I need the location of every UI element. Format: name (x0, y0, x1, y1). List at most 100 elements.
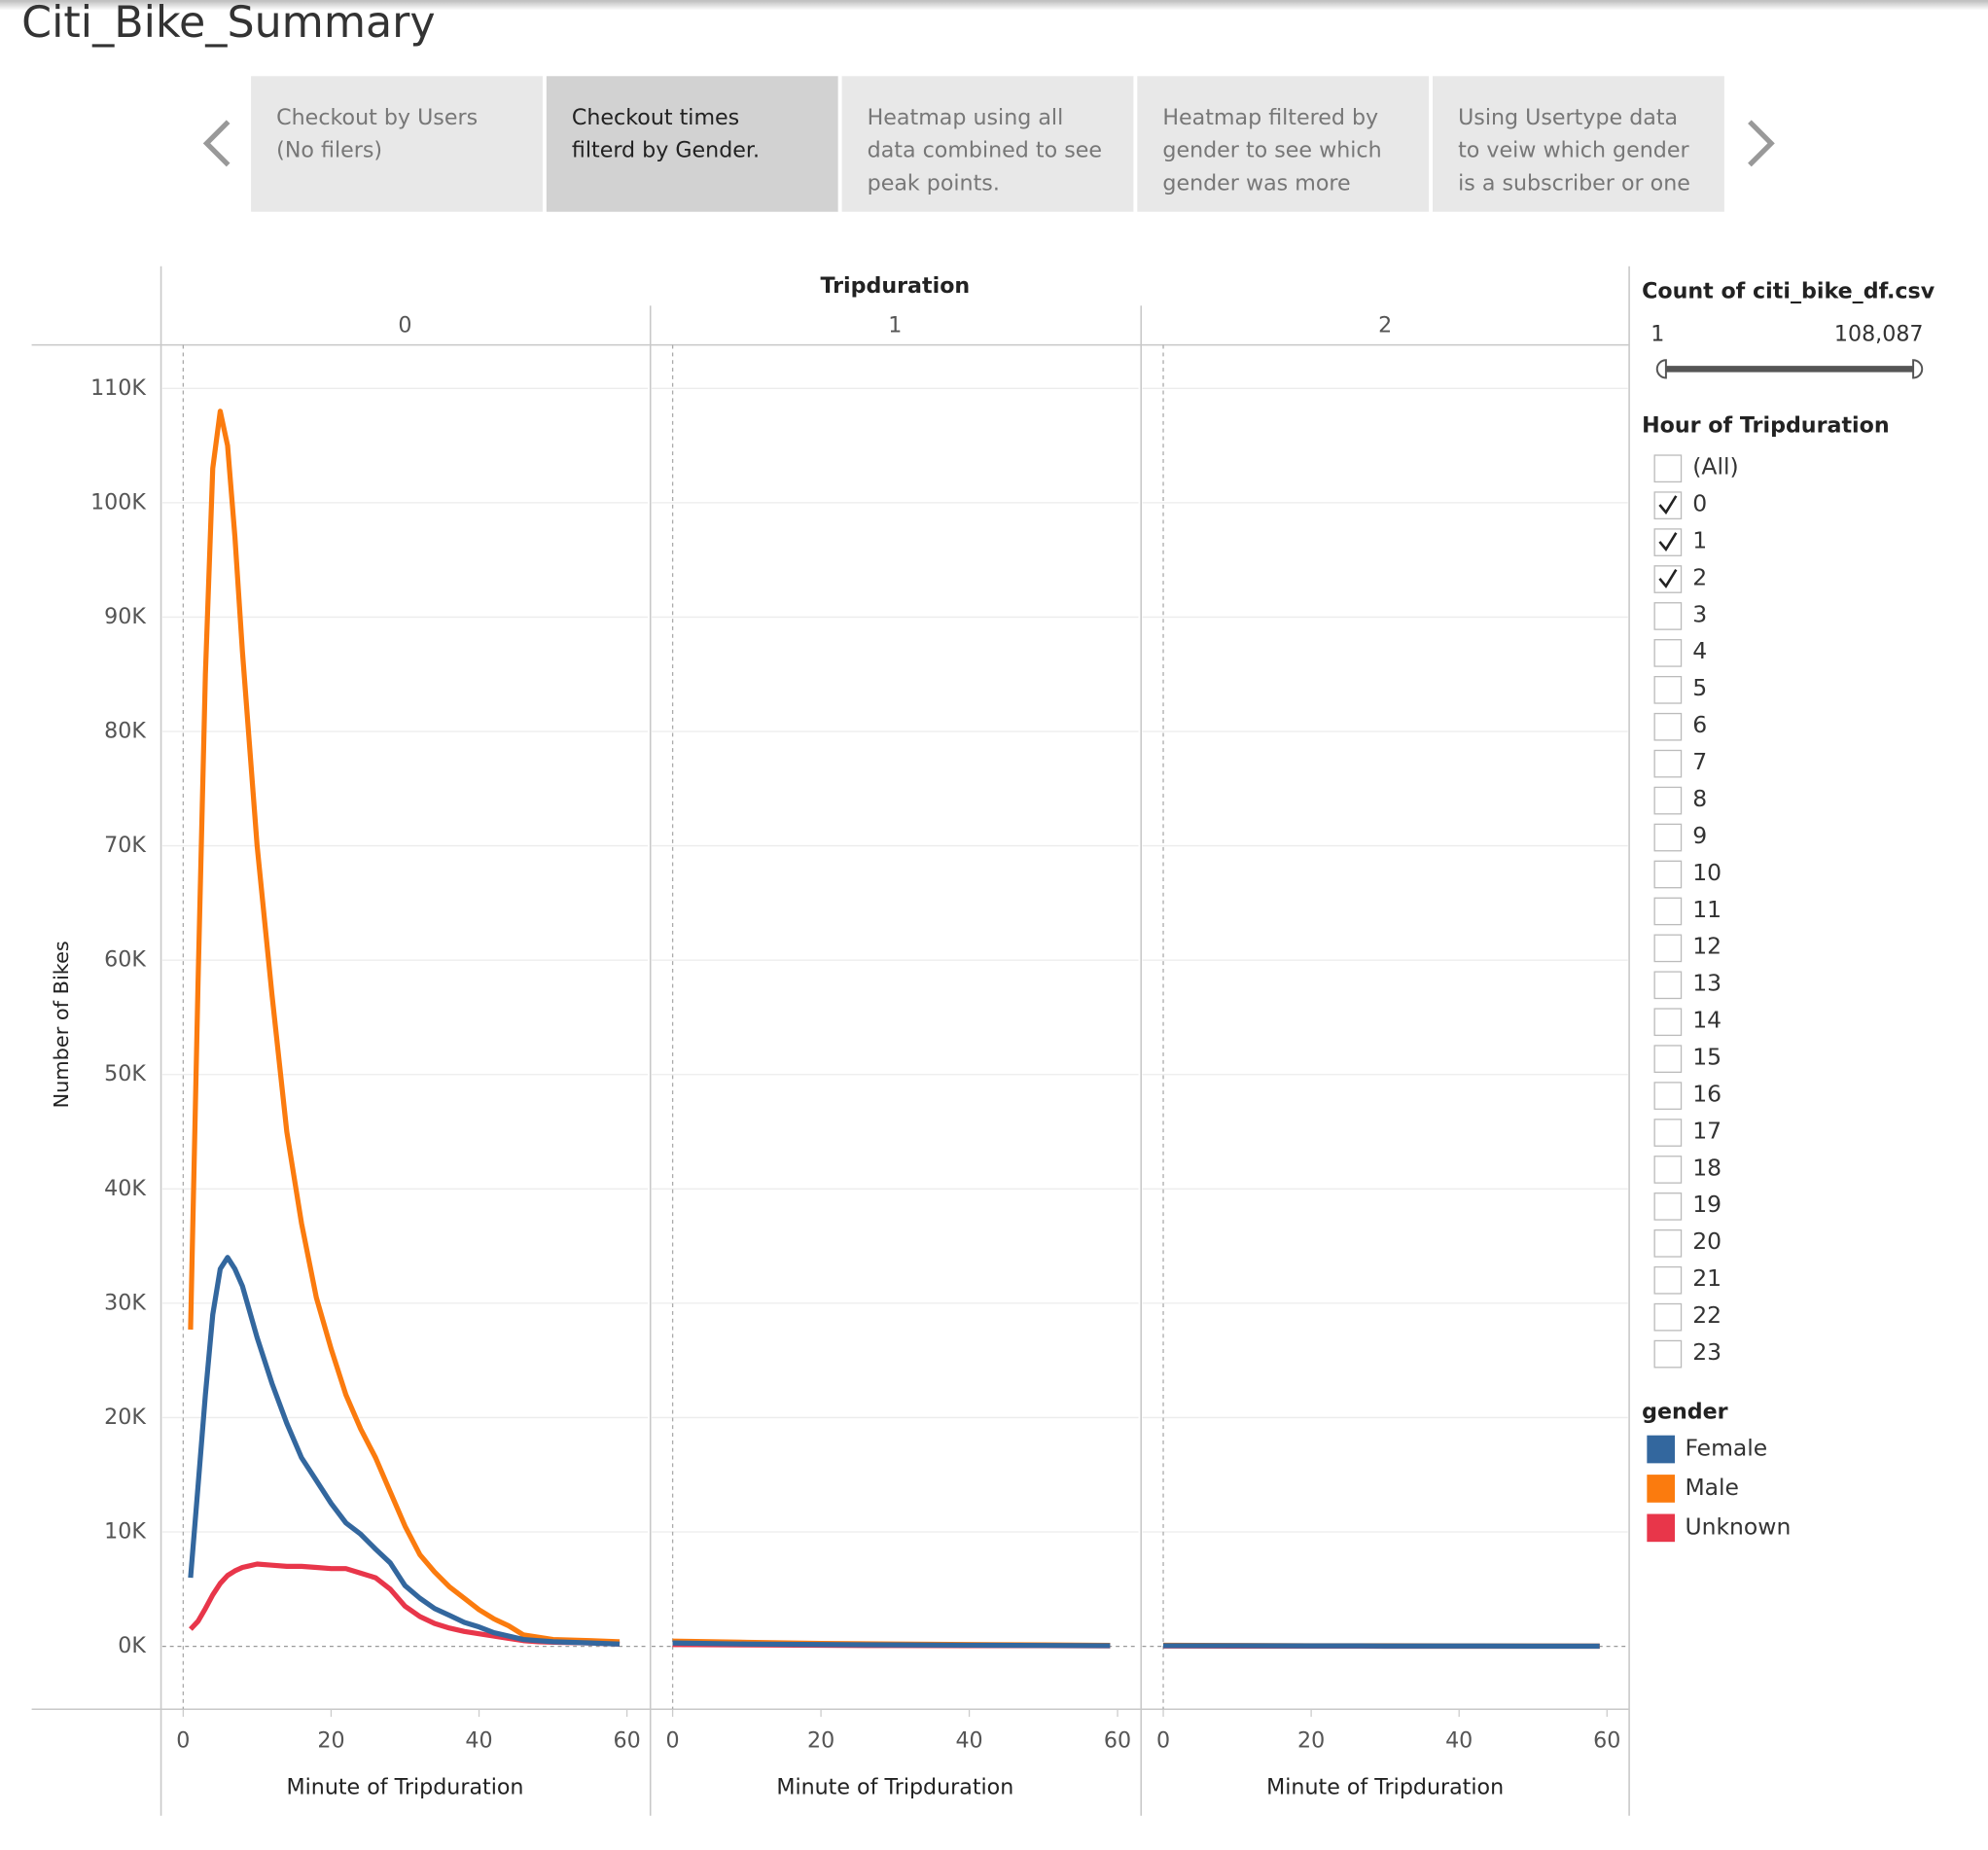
range-handle[interactable] (1912, 359, 1924, 379)
filter-title: Count of citi_bike_df.csv (1642, 278, 1935, 303)
checkbox[interactable] (1653, 897, 1683, 926)
filter-item-label[interactable]: 3 (1692, 600, 1707, 627)
facet-label: 0 (398, 313, 411, 338)
tab-label: to veiw which gender (1458, 138, 1689, 163)
checkbox[interactable] (1653, 971, 1683, 1000)
checkbox[interactable] (1653, 639, 1683, 667)
x-axis-title: Minute of Tripduration (1266, 1775, 1504, 1800)
checkbox[interactable] (1653, 749, 1683, 778)
checkbox[interactable] (1653, 1045, 1683, 1073)
series-line (189, 1561, 621, 1647)
y-tick-label: 30K (104, 1290, 146, 1315)
filter-item-label[interactable]: 20 (1692, 1227, 1722, 1255)
tab[interactable] (546, 76, 838, 212)
next-arrow[interactable] (1748, 120, 1775, 167)
filter-item-label[interactable]: 4 (1692, 637, 1707, 664)
checkbox[interactable] (1653, 1156, 1683, 1184)
checkbox[interactable] (1653, 1192, 1683, 1221)
checkbox[interactable] (1653, 1119, 1683, 1147)
checkbox[interactable] (1653, 1082, 1683, 1110)
filter-item-label[interactable]: 11 (1692, 896, 1722, 923)
filter-item-label[interactable]: 2 (1692, 563, 1707, 590)
x-tick-label: 0 (666, 1727, 680, 1753)
tab-label: Checkout by Users (276, 105, 478, 130)
y-tick-label: 10K (104, 1519, 146, 1545)
y-tick-label: 60K (104, 947, 146, 973)
y-tick-label: 40K (104, 1176, 146, 1201)
y-tick-label: 70K (104, 833, 146, 858)
tab-label: filterd by Gender. (572, 138, 760, 163)
checkbox[interactable] (1653, 1265, 1683, 1295)
checkbox[interactable] (1653, 712, 1683, 741)
tab[interactable] (251, 76, 543, 212)
filter-item-label[interactable]: 12 (1692, 933, 1722, 960)
tab[interactable] (1433, 76, 1724, 212)
filter-item-label[interactable]: 0 (1692, 489, 1707, 516)
range-handle[interactable] (1655, 359, 1667, 379)
filter-item-label[interactable]: 22 (1692, 1301, 1722, 1329)
checkbox[interactable] (1653, 454, 1683, 483)
filter-item-label[interactable]: 23 (1692, 1338, 1722, 1366)
filter-item-label[interactable]: 18 (1692, 1154, 1722, 1181)
filter-item-label[interactable]: (All) (1692, 453, 1738, 480)
filter-item-label[interactable]: 1 (1692, 526, 1707, 553)
checkbox[interactable] (1653, 1008, 1683, 1037)
checkbox[interactable] (1653, 860, 1683, 889)
legend-swatch (1647, 1513, 1676, 1543)
filter-item-label[interactable]: 13 (1692, 970, 1722, 997)
x-tick-label: 0 (1156, 1727, 1170, 1753)
facet-label: 1 (888, 313, 902, 338)
series-line (188, 409, 621, 1645)
y-tick-label: 80K (104, 719, 146, 744)
legend-swatch (1647, 1435, 1676, 1464)
x-tick-label: 20 (807, 1727, 834, 1753)
filter-item-label[interactable]: 8 (1692, 785, 1707, 812)
checkbox[interactable] (1653, 491, 1683, 519)
filter-item-label[interactable]: 6 (1692, 711, 1707, 738)
tab-label: (No filers) (276, 138, 382, 163)
filter-item-label[interactable]: 21 (1692, 1264, 1722, 1292)
x-tick-label: 60 (614, 1727, 641, 1753)
checkbox[interactable] (1653, 1339, 1683, 1369)
checkbox[interactable] (1653, 786, 1683, 815)
filter-item-label[interactable]: 9 (1692, 822, 1707, 849)
legend-label[interactable]: Unknown (1685, 1512, 1791, 1540)
checkbox[interactable] (1653, 823, 1683, 852)
checkbox[interactable] (1653, 934, 1683, 963)
x-tick-label: 20 (317, 1727, 344, 1753)
dashboard-title: Citi_Bike_Summary (21, 0, 435, 48)
filter-item-label[interactable]: 19 (1692, 1191, 1722, 1218)
legend-label[interactable]: Female (1685, 1435, 1767, 1462)
checkbox[interactable] (1653, 1228, 1683, 1258)
y-tick-label: 110K (90, 375, 146, 401)
filter-item-label[interactable]: 15 (1692, 1044, 1722, 1071)
checkbox[interactable] (1653, 528, 1683, 556)
filter-item-label[interactable]: 16 (1692, 1080, 1722, 1107)
filter-item-label[interactable]: 17 (1692, 1117, 1722, 1144)
x-tick-label: 60 (1104, 1727, 1131, 1753)
x-tick-label: 0 (176, 1727, 190, 1753)
prev-arrow[interactable] (202, 120, 231, 167)
facet-label: 2 (1378, 313, 1392, 338)
y-tick-label: 100K (90, 489, 146, 515)
top-shadow (0, 0, 1988, 11)
checkbox[interactable] (1653, 565, 1683, 593)
y-tick-label: 90K (104, 604, 146, 629)
legend-label[interactable]: Male (1685, 1474, 1739, 1501)
range-max: 108,087 (1834, 322, 1924, 347)
filter-item-label[interactable]: 10 (1692, 859, 1722, 886)
filter-item-label[interactable]: 7 (1692, 748, 1707, 775)
x-tick-label: 40 (465, 1727, 492, 1753)
filter-item-label[interactable]: 14 (1692, 1007, 1722, 1034)
tab[interactable] (1137, 76, 1430, 212)
checkbox[interactable] (1653, 1302, 1683, 1332)
y-tick-label: 0K (118, 1633, 146, 1658)
x-axis-title: Minute of Tripduration (287, 1775, 524, 1800)
tab-label: gender to see which (1162, 138, 1381, 163)
checkbox[interactable] (1653, 675, 1683, 704)
checkbox[interactable] (1653, 602, 1683, 630)
filter-item-label[interactable]: 5 (1692, 674, 1707, 701)
tab[interactable] (841, 76, 1134, 212)
chart-frame (31, 266, 1630, 1816)
